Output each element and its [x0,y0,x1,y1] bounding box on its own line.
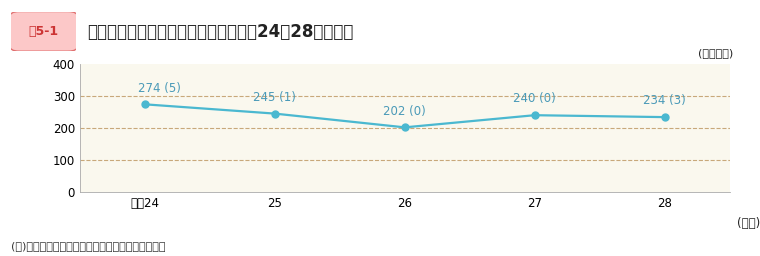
Text: 234 (3): 234 (3) [643,94,686,108]
Text: 死傷者数の推移【休業１日以上（平成24～28年度）】: 死傷者数の推移【休業１日以上（平成24～28年度）】 [87,23,353,41]
Text: 245 (1): 245 (1) [253,91,296,104]
Text: 274 (5): 274 (5) [138,82,181,95]
Text: 202 (0): 202 (0) [383,105,426,118]
Text: (注)　（　）内の数字は、死亡者数で内数である。: (注) （ ）内の数字は、死亡者数で内数である。 [11,241,166,251]
FancyBboxPatch shape [9,12,78,51]
Text: 図5-1: 図5-1 [29,25,59,38]
Text: (年度): (年度) [736,217,760,230]
Text: 240 (0): 240 (0) [513,92,556,105]
Text: (単位：人): (単位：人) [698,48,733,58]
